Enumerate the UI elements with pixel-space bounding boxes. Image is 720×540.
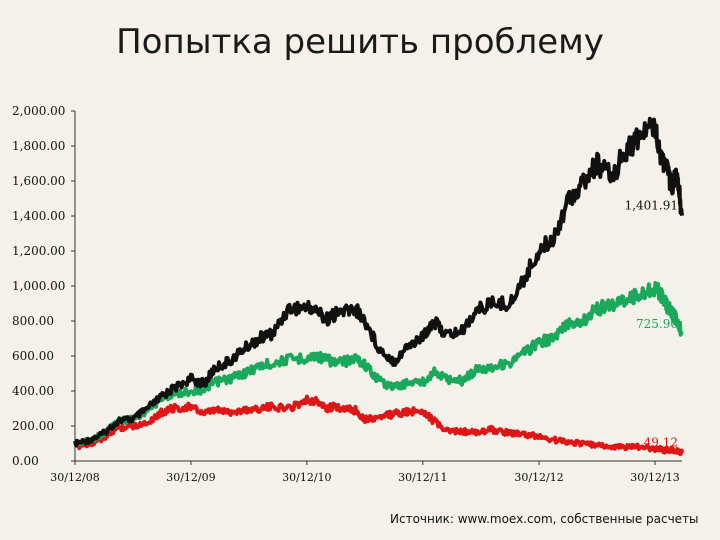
series-end-label: 725.90 [636, 317, 678, 331]
chart-title: Попытка решить проблему [116, 22, 604, 62]
x-tick-label: 30/12/09 [166, 471, 215, 484]
y-tick-label: 0.00 [12, 454, 39, 468]
series-line [73, 116, 684, 448]
x-tick-label: 30/12/11 [398, 471, 447, 484]
x-tick-label: 30/12/12 [514, 471, 563, 484]
y-tick-labels: 0.00 200.00 400.00 600.00 800.00 1,000.00 1,20… [12, 104, 75, 468]
y-tick-label: 1,600.00 [12, 174, 65, 188]
y-tick-label: 800.00 [12, 314, 54, 328]
y-tick-label: 1,400.00 [12, 209, 65, 223]
series-end-labels: 49.12 725.90 1,401.91 [625, 199, 678, 450]
x-tick-label: 30/12/13 [630, 471, 679, 484]
series-lines [73, 116, 684, 457]
series-end-label: 49.12 [644, 435, 678, 449]
y-tick-label: 1,000.00 [12, 279, 65, 293]
y-tick-label: 600.00 [12, 349, 54, 363]
y-tick-label: 2,000.00 [12, 104, 65, 118]
y-tick-label: 400.00 [12, 384, 54, 398]
series-line [73, 281, 684, 447]
y-tick-label: 1,800.00 [12, 139, 65, 153]
source-note: Источник: www.moex.com, собственные расч… [390, 512, 699, 526]
y-tick-label: 1,200.00 [12, 244, 65, 258]
series-end-label: 1,401.91 [625, 199, 678, 213]
x-tick-labels: 30/12/08 30/12/09 30/12/10 30/12/11 30/12/12… [50, 461, 680, 484]
x-tick-label: 30/12/10 [282, 471, 331, 484]
x-tick-label: 30/12/08 [50, 471, 99, 484]
series-line [74, 394, 684, 457]
y-tick-label: 200.00 [12, 419, 54, 433]
